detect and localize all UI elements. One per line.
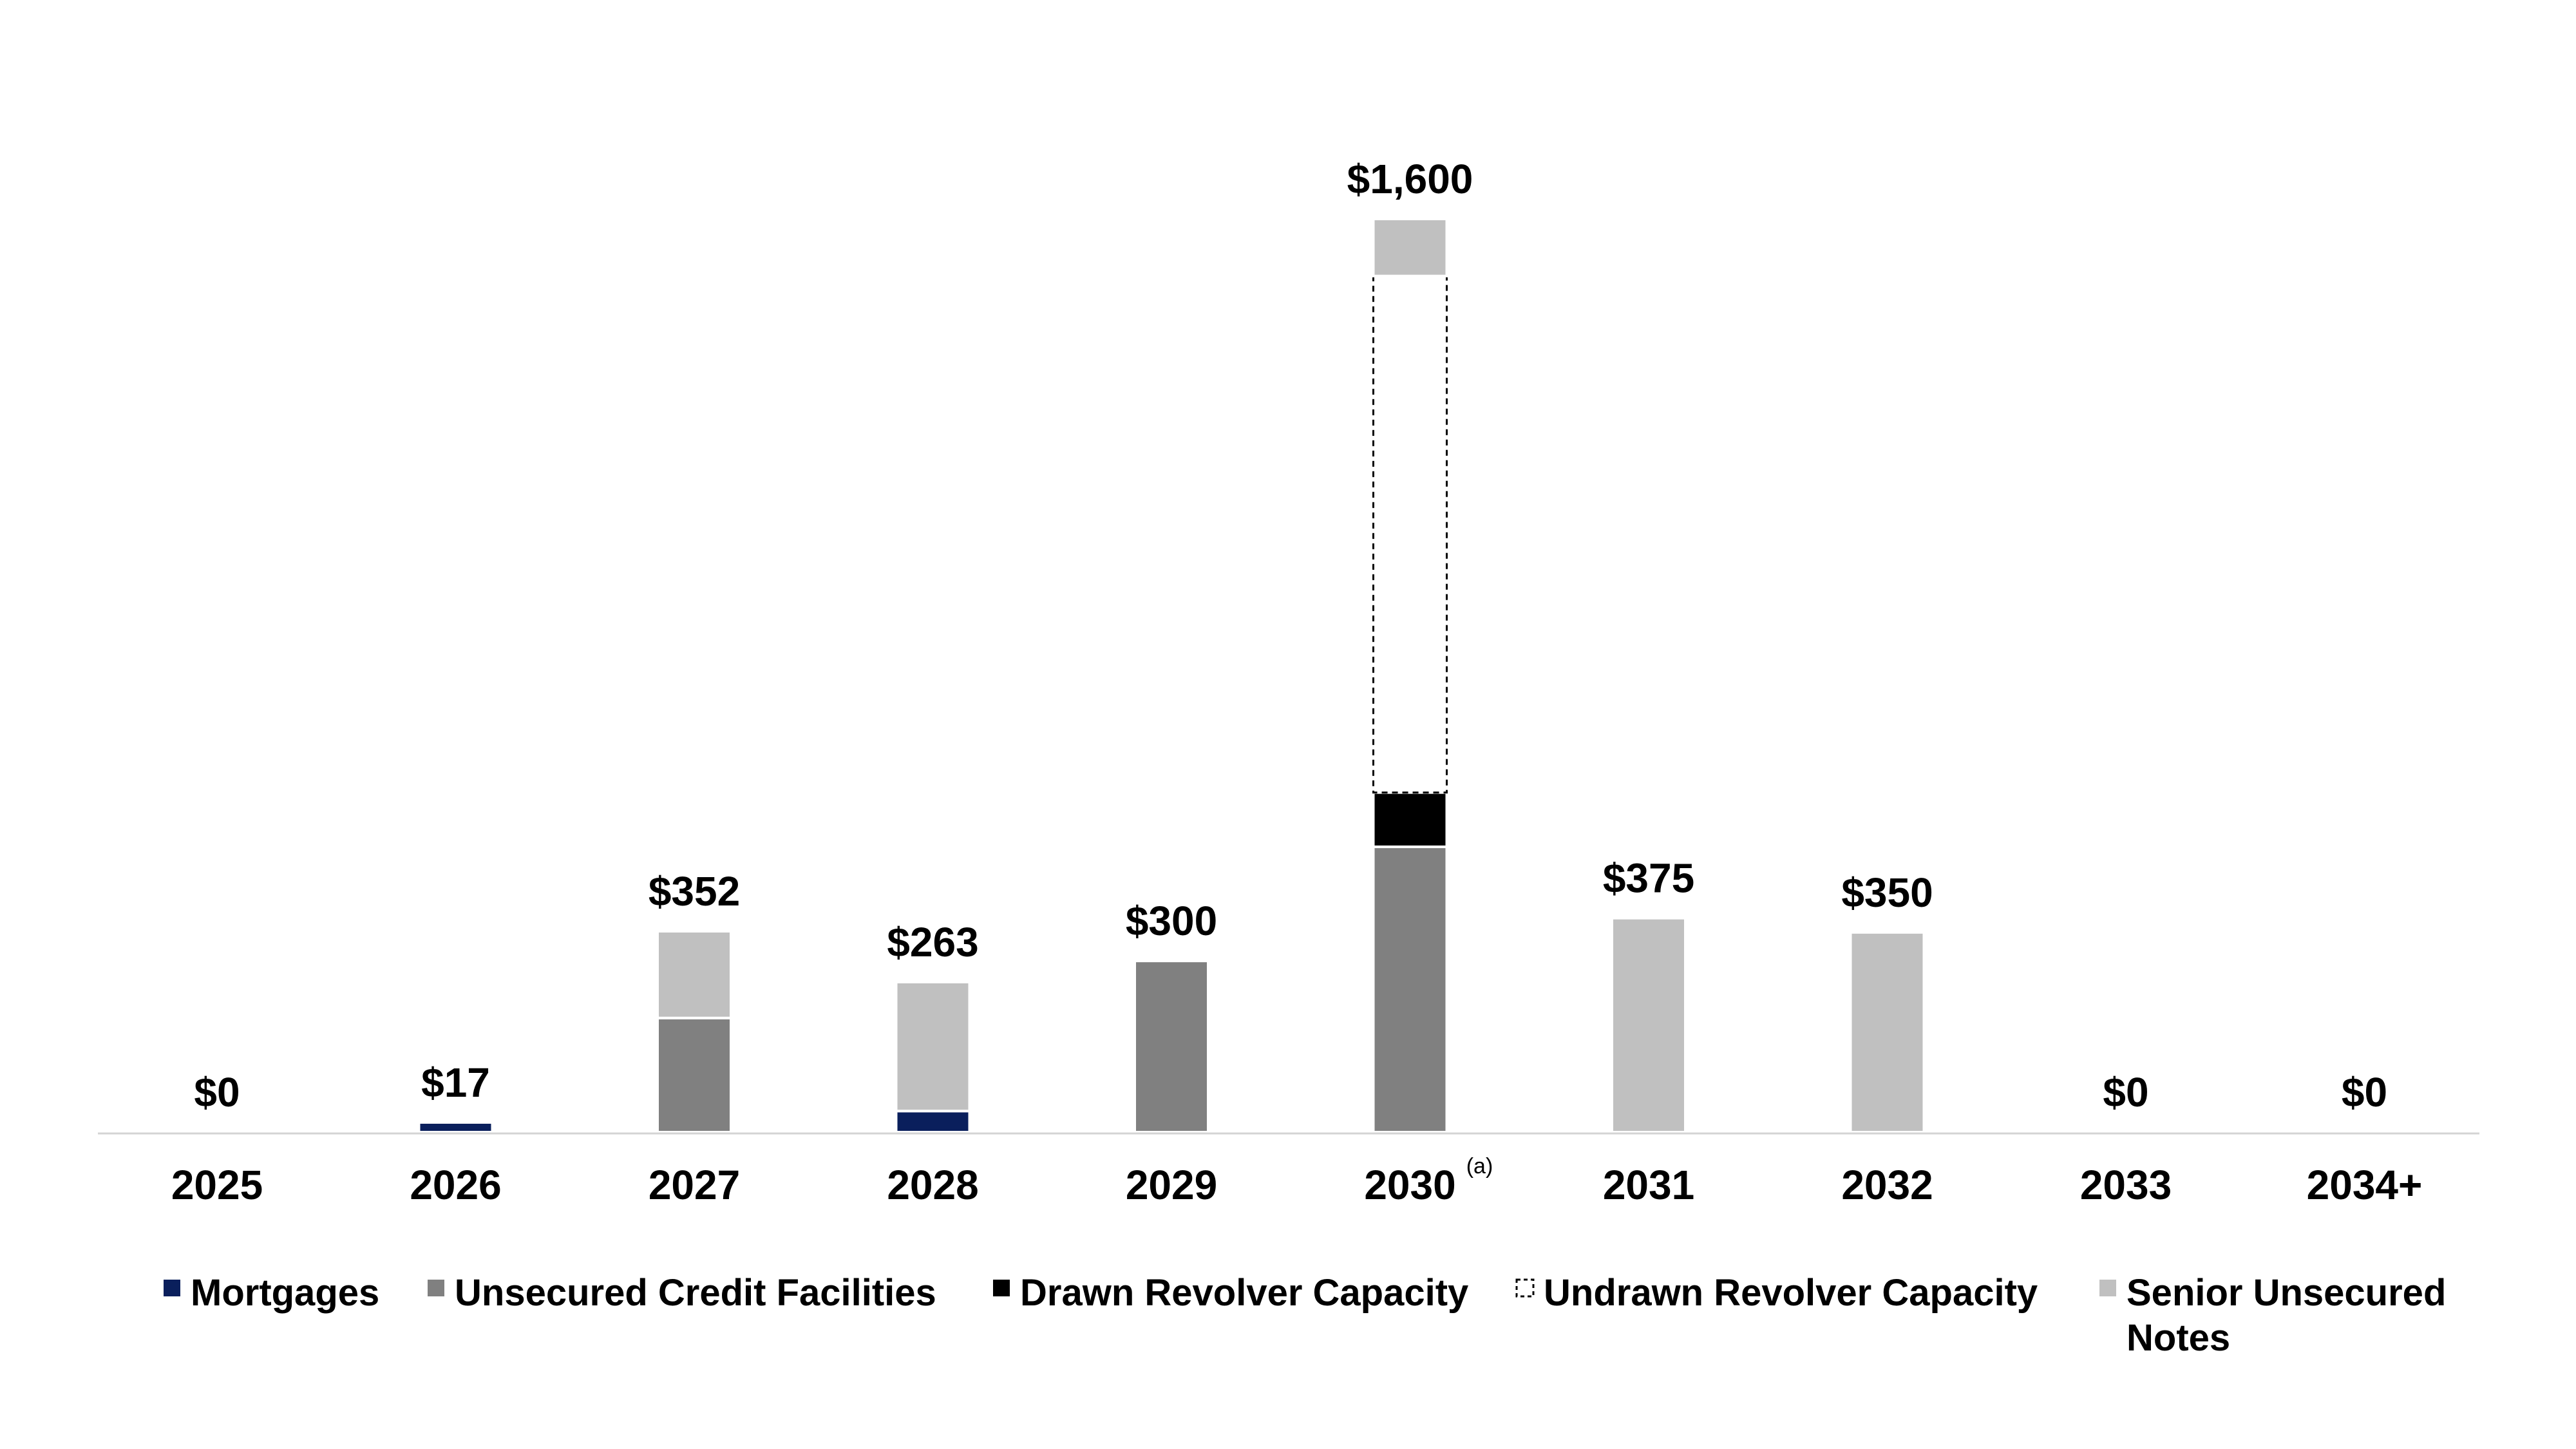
bar-mortgages-2028 (895, 1110, 971, 1133)
category-label-2027: 2027 (649, 1162, 740, 1208)
bar-drawn-revolver-capacity-2030 (1372, 791, 1448, 848)
total-label-2030: $1,600 (1347, 156, 1473, 202)
bar-undrawn-revolver-capacity-2030 (1372, 275, 1448, 794)
legend-swatch-unsecured-credit-facilities (428, 1280, 444, 1296)
total-label-2029: $300 (1126, 898, 1217, 944)
legend-label-unsecured-credit-facilities: Unsecured Credit Facilities (455, 1272, 936, 1314)
category-label-2030: 2030 (1364, 1162, 1455, 1208)
total-label-2034: $0 (2342, 1069, 2387, 1115)
legend-swatch-drawn-revolver-capacity (993, 1280, 1010, 1296)
bar-senior-unsecured-notes-2031 (1611, 916, 1687, 1133)
bar-senior-unsecured-notes-2027 (656, 930, 732, 1019)
total-label-2027: $352 (649, 868, 740, 914)
total-label-2025: $0 (194, 1069, 240, 1115)
total-label-2028: $263 (887, 919, 978, 965)
bar-unsecured-credit-facilities-2030 (1372, 845, 1448, 1133)
legend: Mortgages Unsecured Credit Facilities Draw… (164, 1272, 2446, 1359)
bar-senior-unsecured-notes-2030 (1372, 218, 1448, 278)
total-labels: $0 $17 $352 $263 $300 $1,600 $375 $350 $0 $0 (194, 156, 2387, 1115)
bar-unsecured-credit-facilities-2027 (656, 1016, 732, 1133)
category-label-2025: 2025 (171, 1162, 263, 1208)
category-label-2026: 2026 (410, 1162, 501, 1208)
legend-label-senior-unsecured-notes: Senior Unsecured Notes (2126, 1272, 2446, 1359)
legend-label-undrawn-revolver-capacity: Undrawn Revolver Capacity (1544, 1272, 2038, 1314)
bar-senior-unsecured-notes-2032 (1849, 931, 1926, 1133)
category-label-2033: 2033 (2080, 1162, 2172, 1208)
bar-unsecured-credit-facilities-2029 (1133, 960, 1209, 1133)
footnote-marker-2030: (a) (1466, 1154, 1493, 1179)
legend-label-drawn-revolver-capacity: Drawn Revolver Capacity (1020, 1272, 1468, 1314)
legend-swatch-senior-unsecured-notes (2099, 1280, 2116, 1296)
bar-senior-unsecured-notes-2028 (895, 980, 971, 1113)
legend-swatch-undrawn-revolver-capacity (1515, 1278, 1535, 1298)
category-label-2029: 2029 (1126, 1162, 1217, 1208)
total-label-2026: $17 (421, 1059, 490, 1106)
total-label-2031: $375 (1603, 855, 1694, 902)
bars-layer (417, 218, 1926, 1133)
category-label-2031: 2031 (1603, 1162, 1694, 1208)
bar-mortgages-2026 (417, 1121, 494, 1133)
legend-swatch-mortgages (164, 1280, 180, 1296)
category-label-2032: 2032 (1841, 1162, 1933, 1208)
total-label-2033: $0 (2103, 1069, 2148, 1115)
total-label-2032: $350 (1841, 869, 1933, 916)
category-labels: 2025 2026 2027 2028 2029 2030 (a) 2031 2032 2033 2… (171, 1154, 2423, 1208)
category-label-2034: 2034+ (2307, 1162, 2423, 1208)
legend-label-mortgages: Mortgages (191, 1272, 379, 1314)
category-label-2028: 2028 (887, 1162, 978, 1208)
